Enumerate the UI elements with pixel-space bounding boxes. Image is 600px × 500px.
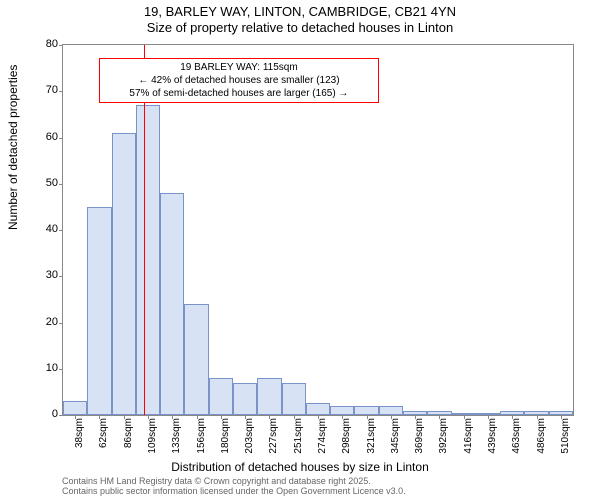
title-line-1: 19, BARLEY WAY, LINTON, CAMBRIDGE, CB21 … [0, 4, 600, 20]
histogram-bar [112, 133, 136, 415]
y-tick-mark [59, 276, 63, 277]
x-tick-label: 109sqm [147, 418, 158, 458]
histogram-bar [209, 378, 233, 415]
histogram-bar [354, 406, 378, 415]
x-tick-label: 203sqm [244, 418, 255, 458]
y-tick-mark [59, 184, 63, 185]
histogram-bar [282, 383, 306, 415]
x-tick-label: 62sqm [98, 418, 109, 458]
x-axis-label: Distribution of detached houses by size … [0, 460, 600, 474]
annotation-line: 57% of semi-detached houses are larger (… [106, 87, 373, 100]
y-tick-label: 0 [28, 408, 58, 420]
y-tick-label: 70 [28, 84, 58, 96]
y-tick-mark [59, 369, 63, 370]
x-tick-label: 274sqm [317, 418, 328, 458]
x-tick-label: 180sqm [220, 418, 231, 458]
y-axis-label: Number of detached properties [6, 65, 20, 230]
x-tick-label: 463sqm [511, 418, 522, 458]
y-tick-mark [59, 45, 63, 46]
x-tick-label: 439sqm [487, 418, 498, 458]
y-tick-label: 40 [28, 223, 58, 235]
footnote-line-2: Contains public sector information licen… [62, 486, 406, 496]
annotation-line: ← 42% of detached houses are smaller (12… [106, 74, 373, 87]
x-tick-label: 510sqm [560, 418, 571, 458]
y-tick-label: 20 [28, 316, 58, 328]
x-tick-label: 345sqm [390, 418, 401, 458]
y-tick-label: 30 [28, 269, 58, 281]
x-tick-label: 298sqm [341, 418, 352, 458]
histogram-bar [257, 378, 281, 415]
histogram-bar [63, 401, 87, 415]
histogram-bar [233, 383, 257, 415]
footnote-line-1: Contains HM Land Registry data © Crown c… [62, 476, 406, 486]
histogram-bar [160, 193, 184, 415]
y-tick-mark [59, 415, 63, 416]
y-tick-label: 60 [28, 131, 58, 143]
histogram-bar [136, 105, 160, 415]
x-tick-label: 321sqm [366, 418, 377, 458]
x-tick-label: 133sqm [171, 418, 182, 458]
x-tick-label: 369sqm [414, 418, 425, 458]
x-tick-label: 486sqm [536, 418, 547, 458]
histogram-bar [184, 304, 208, 415]
title-block: 19, BARLEY WAY, LINTON, CAMBRIDGE, CB21 … [0, 0, 600, 37]
y-tick-mark [59, 323, 63, 324]
x-tick-label: 251sqm [293, 418, 304, 458]
y-tick-label: 80 [28, 38, 58, 50]
x-tick-label: 416sqm [463, 418, 474, 458]
x-tick-label: 86sqm [123, 418, 134, 458]
annotation-line: 19 BARLEY WAY: 115sqm [106, 61, 373, 74]
histogram-bar [379, 406, 403, 415]
title-line-2: Size of property relative to detached ho… [0, 20, 600, 36]
x-tick-label: 156sqm [196, 418, 207, 458]
y-tick-mark [59, 138, 63, 139]
y-tick-mark [59, 230, 63, 231]
histogram-bar [87, 207, 111, 415]
annotation-box: 19 BARLEY WAY: 115sqm← 42% of detached h… [99, 58, 380, 103]
histogram-bar [330, 406, 354, 415]
x-tick-label: 227sqm [268, 418, 279, 458]
y-tick-mark [59, 91, 63, 92]
x-tick-label: 392sqm [438, 418, 449, 458]
x-tick-label: 38sqm [74, 418, 85, 458]
y-tick-label: 10 [28, 362, 58, 374]
histogram-bar [306, 403, 330, 415]
chart-container: 19, BARLEY WAY, LINTON, CAMBRIDGE, CB21 … [0, 0, 600, 500]
footnote: Contains HM Land Registry data © Crown c… [62, 476, 406, 497]
y-tick-label: 50 [28, 177, 58, 189]
plot-area: 19 BARLEY WAY: 115sqm← 42% of detached h… [62, 44, 574, 416]
